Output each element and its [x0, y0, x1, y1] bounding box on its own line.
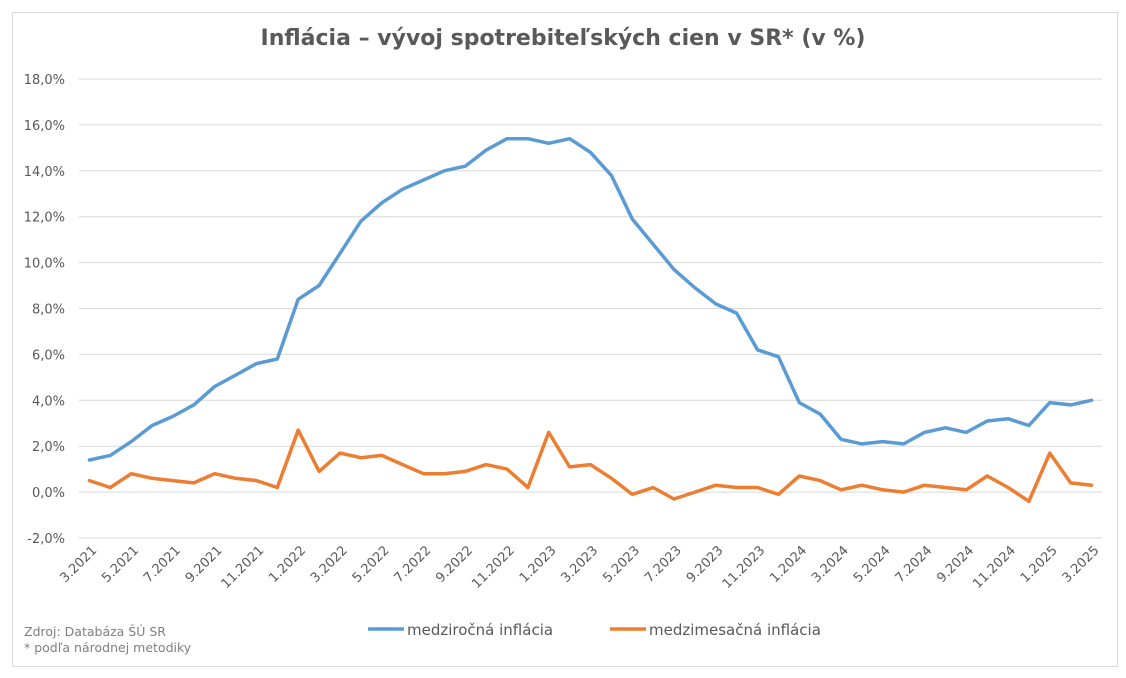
- x-tick-label: 1.2024: [767, 543, 810, 586]
- series-line-1: [87, 136, 1094, 462]
- x-tick-label: 3.2024: [809, 543, 852, 586]
- x-tick-label: 7.2023: [642, 543, 685, 586]
- x-tick-label: 5.2023: [600, 543, 643, 586]
- y-tick-label: 18,0%: [24, 73, 65, 88]
- x-tick-label: 5.2024: [851, 543, 894, 586]
- x-tick-label: 11.2023: [720, 543, 769, 592]
- series-lines: [87, 136, 1094, 504]
- chart-title: Inflácia – vývoj spotrebiteľských cien v…: [260, 26, 866, 51]
- x-tick-label: 3.2023: [559, 543, 602, 586]
- legend-label: medzimesačná inflácia: [649, 621, 821, 639]
- y-axis-ticks: 18,0% 16,0% 14,0% 12,0% 10,0% 8,0% 6,0% 4,0% 2,0…: [24, 73, 65, 547]
- x-tick-label: 7.2022: [392, 543, 435, 586]
- y-tick-label: 14,0%: [24, 165, 65, 180]
- x-axis-ticks: 3.20215.20217.20219.202111.20211.20223.2…: [57, 543, 1102, 592]
- x-tick-label: 1.2022: [266, 543, 309, 586]
- x-tick-label: 3.2021: [57, 543, 100, 586]
- y-tick-label: 10,0%: [24, 257, 65, 272]
- y-tick-label: 12,0%: [24, 211, 65, 226]
- y-tick-label: 16,0%: [24, 119, 65, 134]
- x-tick-label: 1.2025: [1018, 543, 1061, 586]
- y-tick-label: -2,0%: [27, 532, 65, 547]
- source-note: Zdroj: Databáza ŠÚ SR: [24, 624, 166, 639]
- x-tick-label: 11.2022: [469, 543, 518, 592]
- legend: medziročná inflácia medzimesačná inflácia: [368, 621, 821, 639]
- y-tick-label: 6,0%: [32, 348, 65, 363]
- methodology-note: * podľa národnej metodiky: [24, 640, 192, 655]
- x-tick-label: 5.2022: [350, 543, 393, 586]
- y-tick-label: 4,0%: [32, 394, 65, 409]
- x-tick-label: 1.2023: [517, 543, 560, 586]
- x-tick-label: 3.2022: [308, 543, 351, 586]
- x-tick-label: 5.2021: [99, 543, 142, 586]
- x-tick-label: 7.2021: [141, 543, 184, 586]
- x-tick-label: 11.2021: [219, 543, 268, 592]
- y-tick-label: 2,0%: [32, 440, 65, 455]
- y-tick-label: 0,0%: [32, 486, 65, 501]
- legend-label: medziročná inflácia: [407, 621, 553, 639]
- chart-frame: [12, 12, 1118, 667]
- series-line-2: [87, 428, 1094, 504]
- x-tick-label: 7.2024: [893, 543, 936, 586]
- gridlines: [79, 78, 1102, 539]
- x-tick-label: 3.2025: [1060, 543, 1103, 586]
- x-tick-label: 11.2024: [970, 543, 1019, 592]
- y-tick-label: 8,0%: [32, 303, 65, 318]
